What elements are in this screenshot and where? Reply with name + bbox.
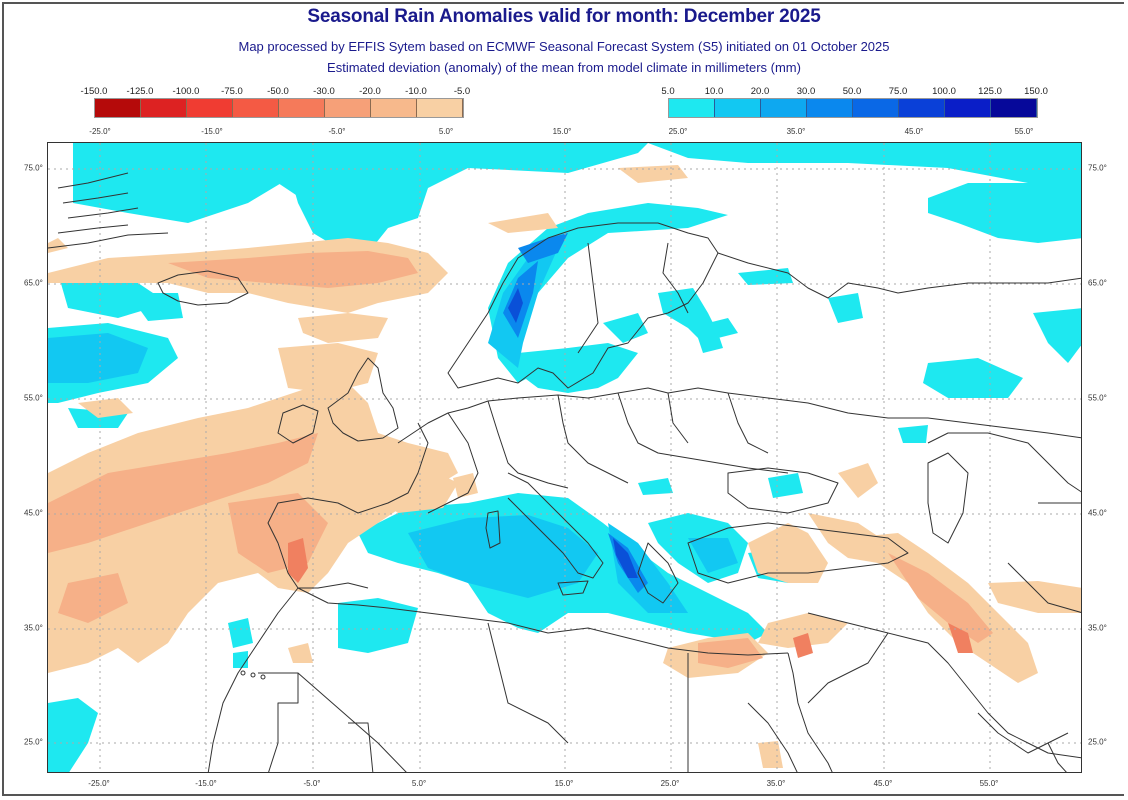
legend-swatch: [233, 99, 279, 117]
lon-label: 35.0°: [766, 779, 786, 788]
legend-tick: -5.0: [453, 86, 471, 97]
lat-label: 65.0°: [24, 278, 43, 288]
lat-label: 35.0°: [24, 623, 43, 633]
legend-swatch: [95, 99, 141, 117]
lon-label: -15.0°: [201, 127, 223, 136]
lon-label: -5.0°: [303, 779, 321, 788]
legend-swatch: [853, 99, 899, 117]
legend-dry-labels: -150.0 -125.0 -100.0 -75.0 -50.0 -30.0 -…: [81, 86, 471, 98]
legend-swatch: [669, 99, 715, 117]
legend-swatch: [945, 99, 991, 117]
legend-tick: -50.0: [267, 86, 289, 97]
lat-label: 35.0°: [1088, 623, 1107, 633]
lon-label: 55.0°: [979, 779, 999, 788]
legend-tick: 20.0: [750, 86, 770, 97]
legend-tick: -30.0: [313, 86, 335, 97]
coastlines-borders: [48, 172, 1081, 772]
legend-swatch: [279, 99, 325, 117]
legend-swatch: [371, 99, 417, 117]
lon-label: 15.0°: [554, 779, 574, 788]
lon-label: 45.0°: [904, 127, 924, 136]
lat-label: 25.0°: [1088, 737, 1107, 747]
lat-label: 65.0°: [1088, 278, 1107, 288]
lon-label: -25.0°: [89, 127, 111, 136]
legend-swatch: [899, 99, 945, 117]
lon-label: 25.0°: [660, 779, 680, 788]
legend-swatch: [991, 99, 1037, 117]
anomaly-map[interactable]: [47, 142, 1082, 773]
legend-dry: -150.0 -125.0 -100.0 -75.0 -50.0 -30.0 -…: [81, 86, 471, 126]
legend-wet-colorbar: [668, 98, 1038, 118]
legend-tick: -100.0: [172, 86, 200, 97]
lat-label: 45.0°: [1088, 508, 1107, 518]
lon-label: 5.0°: [411, 779, 427, 788]
dry-anomaly-medium: [48, 251, 993, 668]
dry-anomaly-strong: [288, 538, 973, 658]
legend-tick: -10.0: [405, 86, 427, 97]
legend-tick: -75.0: [221, 86, 243, 97]
legend-wet: 5.0 10.0 20.0 30.0 50.0 75.0 100.0 125.0…: [661, 86, 1048, 126]
legend-swatch: [807, 99, 853, 117]
legend-tick: 100.0: [932, 86, 956, 97]
legend-tick: 75.0: [888, 86, 908, 97]
map-subtitle-units: Estimated deviation (anomaly) of the mea…: [327, 60, 801, 75]
legend-dry-colorbar: [94, 98, 464, 118]
legend-tick: 125.0: [978, 86, 1002, 97]
lon-label: 45.0°: [873, 779, 893, 788]
lat-label: 55.0°: [24, 393, 43, 403]
legend-swatch: [325, 99, 371, 117]
lat-label: 45.0°: [24, 508, 43, 518]
legend-tick: 10.0: [704, 86, 724, 97]
lat-label: 55.0°: [1088, 393, 1107, 403]
lon-label: -25.0°: [88, 779, 110, 788]
legend-tick: 5.0: [661, 86, 675, 97]
legend-swatch: [761, 99, 807, 117]
lon-label: -5.0°: [328, 127, 346, 136]
lat-label: 25.0°: [24, 737, 43, 747]
legend-tick: -20.0: [359, 86, 381, 97]
lon-label: 15.0°: [552, 127, 572, 136]
legend-tick: -150.0: [80, 86, 108, 97]
anomaly-map-canvas: [48, 143, 1081, 772]
lon-label: 5.0°: [438, 127, 454, 136]
wet-anomaly-very-strong: [508, 288, 638, 578]
graticule: [48, 143, 1081, 772]
legend-tick: 150.0: [1024, 86, 1048, 97]
legend-swatch: [715, 99, 761, 117]
lon-label: -15.0°: [195, 779, 217, 788]
lon-label: 35.0°: [786, 127, 806, 136]
map-subtitle-source: Map processed by EFFIS Sytem based on EC…: [238, 39, 890, 54]
legend-tick: 50.0: [842, 86, 862, 97]
wet-anomaly-medium: [48, 248, 738, 613]
legend-swatch: [141, 99, 187, 117]
lon-label: 55.0°: [1014, 127, 1034, 136]
lon-label: 25.0°: [668, 127, 688, 136]
legend-swatch: [417, 99, 463, 117]
lat-label: 75.0°: [1088, 163, 1107, 173]
legend-tick: -125.0: [126, 86, 154, 97]
legend-swatch: [187, 99, 233, 117]
legend-tick: 30.0: [796, 86, 816, 97]
map-title: Seasonal Rain Anomalies valid for month:…: [307, 6, 821, 27]
lat-label: 75.0°: [24, 163, 43, 173]
legend-wet-labels: 5.0 10.0 20.0 30.0 50.0 75.0 100.0 125.0…: [661, 86, 1048, 98]
